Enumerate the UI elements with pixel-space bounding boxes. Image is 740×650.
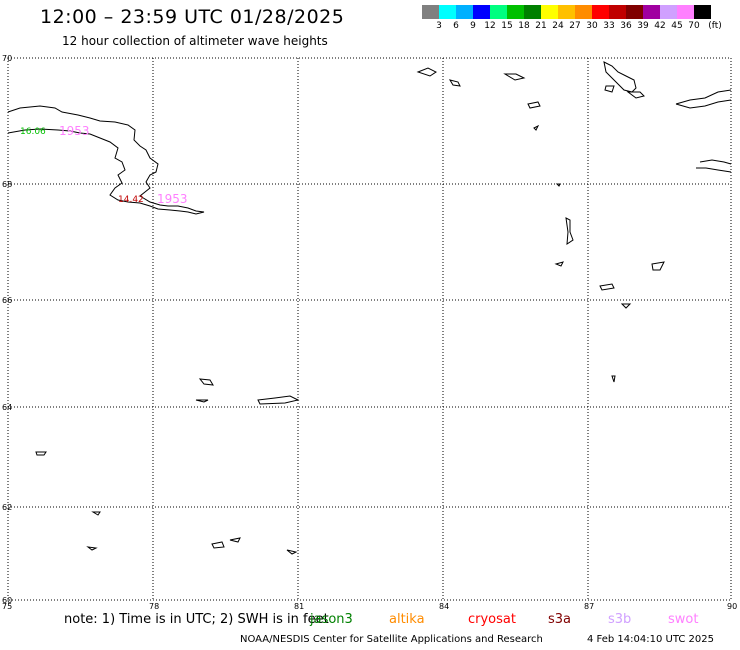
coastline-islet-17	[91, 511, 101, 516]
coastline-peninsula	[7, 105, 205, 215]
legend-swatch	[558, 5, 575, 19]
coastline-islet-3	[503, 73, 526, 81]
y-tick-label: 60	[2, 596, 12, 605]
legend-label: 24	[552, 21, 564, 31]
coastline-islet-13	[198, 378, 214, 386]
coastline-islet-19	[211, 541, 225, 549]
legend-label: 45	[671, 21, 683, 31]
legend-swatch	[592, 5, 609, 19]
coastline-islet-12	[611, 375, 616, 383]
legend-label: 33	[603, 21, 615, 31]
legend-label: (ft)	[708, 21, 722, 31]
legend-swatch	[456, 5, 473, 19]
satellite-label-jason3: jason3	[310, 612, 353, 627]
satellite-label-altika: altika	[389, 612, 425, 627]
y-tick-label: 66	[2, 296, 12, 305]
coastline-islet-18	[86, 546, 98, 551]
chart-subtitle: 12 hour collection of altimeter wave hei…	[62, 34, 328, 48]
legend-labels: 3 6 9 12 15 18 21 24 27 30 33 36 39 42 45 70 (ft)	[422, 21, 740, 33]
legend-label: 42	[654, 21, 666, 31]
x-tick-label: 78	[149, 602, 159, 611]
coastline-archipelago-2	[626, 91, 645, 99]
wave-observations: 16.06 1953 14.42 1953	[20, 124, 188, 206]
legend-label: 27	[569, 21, 581, 31]
legend-swatch	[609, 5, 626, 19]
coastline-taimyr	[675, 89, 732, 109]
map-frame	[7, 57, 732, 601]
legend-swatch	[507, 5, 524, 19]
satellite-label-swot: swot	[668, 612, 699, 627]
legend-swatch	[524, 5, 541, 19]
legend-label: 21	[535, 21, 547, 31]
legend-swatch	[677, 5, 694, 19]
coastline-islet-21	[286, 549, 298, 555]
color-legend	[422, 5, 711, 19]
coastline-taimyr-2	[696, 159, 732, 173]
coastline-islet-7	[565, 217, 574, 245]
observation-time: 1953	[59, 124, 90, 138]
coastline-islet-8	[554, 261, 564, 267]
coastline-islet-1	[416, 67, 437, 77]
x-tick-label: 75	[2, 602, 12, 611]
x-tick-label: 84	[439, 602, 449, 611]
coastline-islet-2	[448, 79, 461, 87]
legend-label: 15	[501, 21, 513, 31]
legend-label: 9	[470, 21, 476, 31]
graticule	[8, 58, 731, 600]
satellite-label-s3b: s3b	[608, 612, 632, 627]
footer-credit: NOAA/NESDIS Center for Satellite Applica…	[240, 634, 543, 645]
note-text: note: 1) Time is in UTC; 2) SWH is in fe…	[64, 612, 329, 627]
legend-label: 39	[637, 21, 649, 31]
legend-swatch	[575, 5, 592, 19]
legend-label: 3	[436, 21, 442, 31]
satellite-label-cryosat: cryosat	[468, 612, 516, 627]
coastline-archipelago-3	[604, 85, 615, 93]
legend-swatch	[473, 5, 490, 19]
coastline-islet-11	[620, 303, 632, 309]
legend-swatch	[541, 5, 558, 19]
legend-label: 30	[586, 21, 598, 31]
legend-swatch	[626, 5, 643, 19]
coastline-islet-4	[527, 101, 541, 109]
y-tick-label: 70	[2, 54, 12, 63]
legend-swatch	[439, 5, 456, 19]
coastline-islet-9	[651, 261, 665, 271]
observation-value: 14.42	[118, 195, 144, 205]
legend-swatch	[490, 5, 507, 19]
legend-swatch	[694, 5, 711, 19]
observation-value: 16.06	[20, 127, 46, 137]
coastline-islet-6	[555, 183, 561, 187]
y-tick-label: 64	[2, 403, 12, 412]
legend-label: 36	[620, 21, 632, 31]
legend-swatch	[660, 5, 677, 19]
coastline-islet-16	[35, 451, 47, 456]
x-tick-label: 81	[294, 602, 304, 611]
coastlines	[7, 61, 732, 555]
x-tick-label: 87	[584, 602, 594, 611]
coastline-islet-5	[533, 124, 540, 131]
chart-title: 12:00 – 23:59 UTC 01/28/2025	[40, 6, 345, 28]
legend-swatch	[643, 5, 660, 19]
y-tick-label: 68	[2, 180, 12, 189]
x-tick-label: 90	[727, 602, 737, 611]
satellite-label-s3a: s3a	[548, 612, 572, 627]
footer-timestamp: 4 Feb 14:04:10 UTC 2025	[587, 634, 714, 645]
coastline-islet-20	[229, 537, 241, 543]
axis-labels: 75 78 81 84 87 90 70 68 66 64 62 60	[2, 54, 737, 611]
coastline-islet-10	[599, 283, 615, 291]
observation-time: 1953	[157, 192, 188, 206]
legend-label: 18	[518, 21, 530, 31]
legend-swatch	[422, 5, 439, 19]
legend-label: 6	[453, 21, 459, 31]
coastline-islet-14	[195, 399, 209, 403]
legend-label: 12	[484, 21, 496, 31]
coastline-archipelago-1	[603, 61, 637, 93]
legend-label: 70	[688, 21, 700, 31]
y-tick-label: 62	[2, 503, 12, 512]
coastline-islet-15	[257, 395, 300, 405]
